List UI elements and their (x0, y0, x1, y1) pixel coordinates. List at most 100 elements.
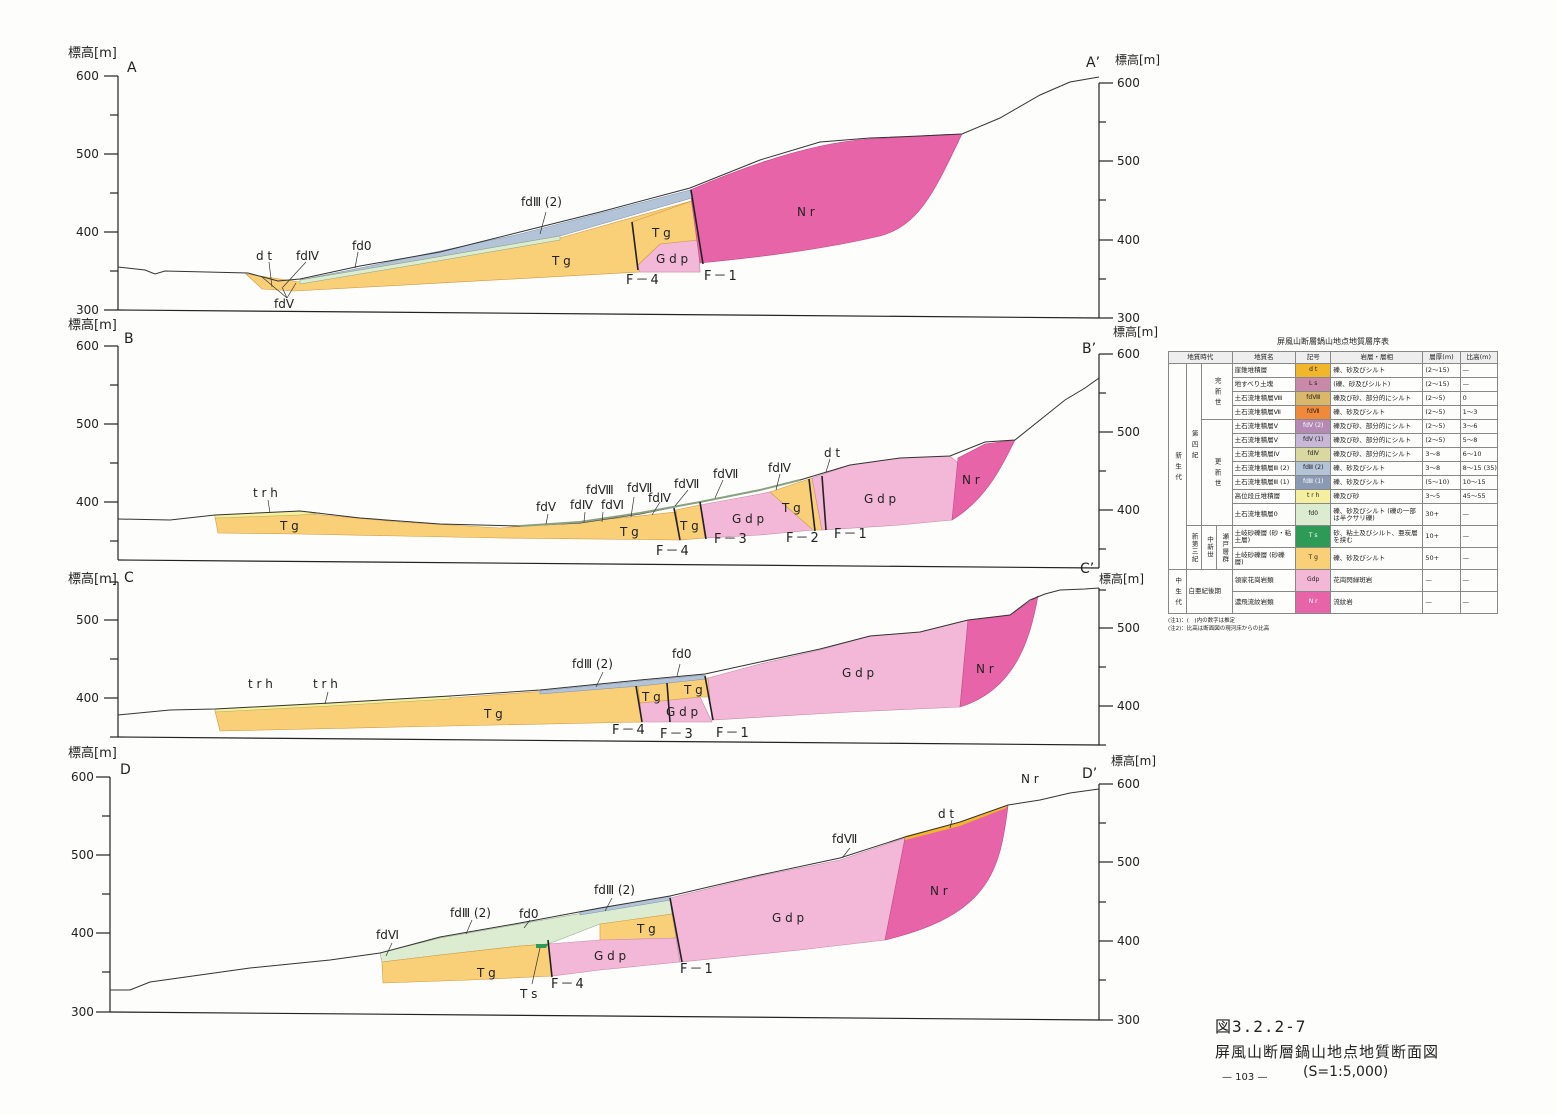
row-relative-height: 3～6 (1459, 419, 1499, 434)
row-relative-height: 6～10 (1459, 447, 1499, 462)
era-mesozoic: 中 生 代 (1168, 569, 1187, 614)
tick-d-r-400: 400 (1117, 934, 1140, 948)
row-symbol: T g (1295, 547, 1332, 570)
epoch-holocene: 完 新 世 (1200, 363, 1233, 420)
stratigraphy-legend: 屏風山断層鍋山地点地質層序表 地質時代 地質名 記号 岩層・層相 層厚(m) 比… (1168, 336, 1499, 633)
left-axis (104, 581, 119, 738)
section-a (104, 75, 1113, 319)
legend-note-1: (注1)：( )内の数字は推定 (1168, 618, 1236, 624)
unit-nr (884, 805, 1009, 941)
header-lithology: 岩層・層相 (1330, 351, 1424, 364)
epoch-cretaceous: 白亜紀後期 (1185, 569, 1233, 614)
right-axis (1098, 783, 1113, 1021)
page-number: — 103 — (1222, 1072, 1268, 1083)
row-name: 高位段丘堆積層 (1231, 489, 1297, 504)
label-b-fd5: fdⅤ (536, 500, 557, 514)
label-b-tg2: T g (619, 525, 639, 539)
row-relative-height: — (1459, 547, 1499, 570)
row-symbol: fd0 (1295, 503, 1332, 526)
fault-label-c-f1: F－1 (716, 726, 751, 741)
tick-c-l-400: 400 (76, 691, 99, 705)
row-relative-height: — (1459, 503, 1499, 526)
row-symbol: fdⅤ (1) (1295, 433, 1332, 448)
row-relative-height: — (1459, 525, 1499, 548)
unit-gdp-d2 (669, 837, 906, 963)
fault-line-f3 (699, 501, 707, 540)
label-c-trh1: t r h (248, 677, 273, 691)
row-lithology: 礫、砂及びシルト (1330, 405, 1424, 420)
row-lithology: (礫、砂及びシルト) (1330, 377, 1424, 392)
row-relative-height: 45～55 (1459, 489, 1499, 504)
unit-ts (536, 944, 548, 948)
label-d-fd32b: fdⅢ (2) (594, 883, 635, 897)
row-thickness: (2～15) (1422, 363, 1461, 378)
row-relative-height: — (1459, 569, 1499, 592)
row-symbol: fdⅢ (1) (1295, 475, 1332, 490)
tick-d-l-500: 500 (71, 848, 94, 862)
label-c-tg3: T g (683, 683, 703, 697)
row-name: 土岐砂礫層 (砂礫層) (1231, 547, 1297, 570)
row-name: 土石流堆積層Ⅴ (1231, 419, 1297, 434)
row-thickness: (2～5) (1422, 405, 1461, 420)
section-baseline (117, 309, 1100, 319)
tick-d-r-600: 600 (1117, 777, 1140, 791)
row-name: 土岐砂礫層 (砂・粘土層) (1231, 525, 1297, 548)
left-axis (104, 75, 119, 311)
row-thickness: (2～5) (1422, 419, 1461, 434)
row-lithology: 礫及び砂、部分的にシルト (1330, 447, 1424, 462)
label-c-tg2: T g (641, 690, 661, 704)
row-name: 土石流堆積層Ⅲ (2) (1231, 461, 1297, 476)
label-a-fd5: fdⅤ (274, 297, 295, 311)
right-axis (1098, 82, 1113, 319)
row-lithology: 花崗閃緑斑岩 (1330, 569, 1424, 592)
tick-b-l-600: 600 (76, 339, 99, 353)
label-b-trh: t r h (253, 486, 278, 500)
tick-d-l-300: 300 (71, 1005, 94, 1019)
row-lithology: 礫、砂及びシルト (1330, 461, 1424, 476)
row-thickness: (2～5) (1422, 391, 1461, 406)
row-name: 土石流堆積層0 (1231, 503, 1297, 526)
label-b-fd7: fdⅦ (627, 481, 652, 495)
section-baseline (117, 736, 1100, 746)
fault-line-f4 (547, 939, 553, 978)
topo-surface (117, 76, 1100, 282)
tick-d-r-300: 300 (1117, 1013, 1140, 1027)
fault-line-f1 (821, 475, 827, 531)
axis-title-d-left: 標高[m] (68, 745, 117, 761)
label-c-tg1: T g (483, 707, 503, 721)
legend-header-row: 地質時代 地質名 記号 岩層・層相 層厚(m) 比高(m) (1168, 351, 1499, 364)
legend-note-2: (注2)：比高は断面図の現河床からの比高 (1168, 625, 1270, 632)
label-d-tg2: T g (636, 922, 656, 936)
fault-label-c-f4: F－4 (612, 723, 647, 738)
label-b-tg4: T g (781, 501, 801, 515)
label-d-gdp2: G d p (772, 911, 804, 925)
figure-caption: 図3.2.2-7 屏風山断層鍋山地点地質断面図 (S=1:5,000) (1215, 1013, 1439, 1080)
label-b-gdp1: G d p (732, 512, 764, 526)
section-d (96, 776, 1113, 1021)
label-d-fd6: fdⅥ (376, 928, 399, 942)
unit-dt (905, 805, 1008, 840)
section-a-left-label: A (127, 60, 137, 76)
label-a-gdp: G d p (656, 252, 688, 266)
legend-row: 中 生 代 白亜紀後期 領家花崗岩類 Gdp 花崗閃緑斑岩 — — (1168, 569, 1499, 614)
legend-row: 新 生 代 第 四 紀 完 新 世 崖錐堆積層 d t 礫、砂及びシルト (2～… (1168, 363, 1499, 570)
label-c-gdp2: G d p (842, 666, 874, 680)
fault-label-c-f3: F－3 (660, 727, 695, 742)
row-lithology: 礫及び砂 (1330, 489, 1424, 504)
section-a-right-label: A’ (1086, 55, 1100, 71)
unit-nr (689, 133, 963, 264)
axis-title-c-left: 標高[m] (68, 571, 117, 587)
row-thickness: 3～8 (1422, 447, 1461, 462)
tick-d-r-500: 500 (1117, 855, 1140, 869)
tick-b-r-500: 500 (1117, 425, 1140, 439)
label-b-tg1: T g (279, 519, 299, 533)
row-relative-height: 5～8 (1459, 433, 1499, 448)
fault-label-b-f1: F－1 (834, 527, 869, 542)
fault-line-f1 (690, 189, 704, 265)
row-lithology: 礫、砂及びシルト (1330, 475, 1424, 490)
epoch-miocene: 中新世 (1200, 525, 1218, 570)
section-c (104, 581, 1113, 746)
label-a-fd32: fdⅢ (2) (521, 195, 562, 209)
row-name: 土石流堆積層Ⅳ (1231, 447, 1297, 462)
row-symbol: T s (1295, 525, 1332, 548)
